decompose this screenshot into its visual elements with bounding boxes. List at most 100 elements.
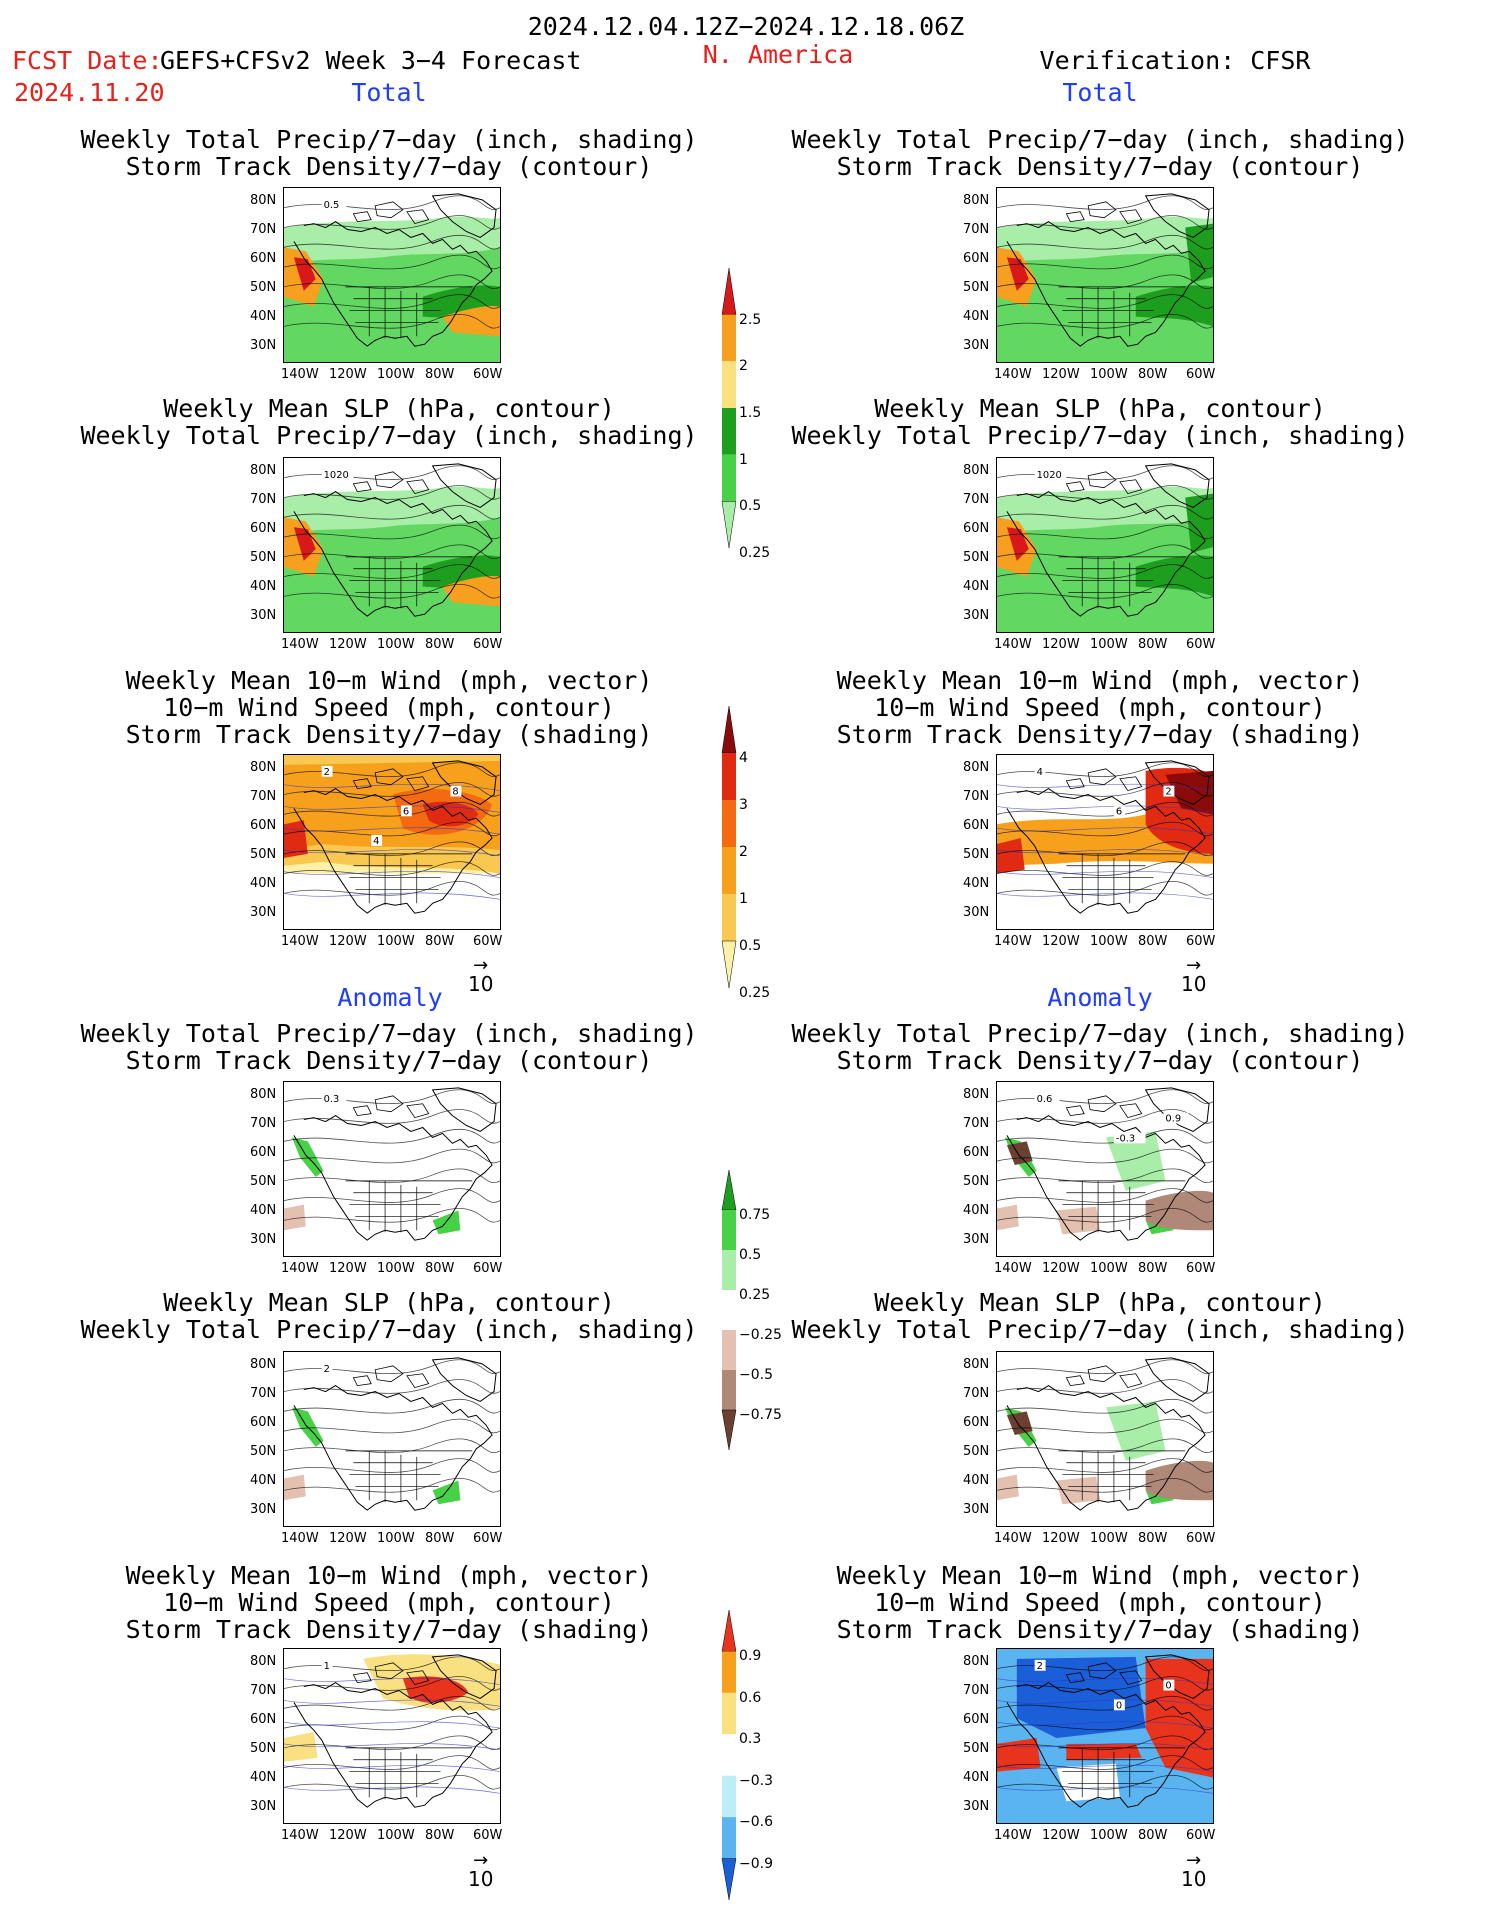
panel-title-line: Weekly Mean SLP (hPa, contour) <box>163 394 615 423</box>
lon-tick-label: 80W <box>425 1531 455 1546</box>
lon-tick-label: 120W <box>329 1261 367 1276</box>
lat-tick-label: 80N <box>963 1087 990 1102</box>
vector-reference: → 10 <box>468 957 493 997</box>
map-canvas: 1 <box>284 1649 500 1823</box>
colorbar-label: 0.5 <box>739 498 762 515</box>
colorbar-label: −0.5 <box>739 1367 773 1383</box>
lon-tick-label: 80W <box>425 934 455 949</box>
lon-tick-label: 100W <box>377 1261 415 1276</box>
lon-tick-label: 100W <box>1090 934 1128 949</box>
section-total-verification: Total <box>1062 78 1138 107</box>
panel-title: Weekly Total Precip/7−day (inch, shading… <box>80 1020 697 1074</box>
contour-label: 0.6 <box>1037 1094 1053 1105</box>
lat-tick-label: 40N <box>963 309 990 324</box>
lat-tick-label: 70N <box>963 789 990 804</box>
lon-tick-label: 60W <box>473 1261 503 1276</box>
lon-tick-label: 100W <box>1090 1261 1128 1276</box>
contour-label: 2 <box>1037 1661 1043 1672</box>
lat-tick-label: 80N <box>963 1357 990 1372</box>
lon-tick-label: 120W <box>329 367 367 382</box>
ob-total-slp-map: 1020 <box>996 457 1214 633</box>
lon-tick-label: 120W <box>1042 367 1080 382</box>
section-anomaly-verification: Anomaly <box>1047 983 1153 1012</box>
lat-tick-label: 40N <box>250 876 277 891</box>
vector-reference: → 10 <box>468 1852 493 1892</box>
contour-label-bg <box>371 835 383 846</box>
contour-label: 2 <box>1165 787 1171 798</box>
map-canvas <box>997 1352 1213 1526</box>
colorbar-label: 2 <box>739 844 748 860</box>
map-canvas: 2 6 8 4 <box>284 755 500 929</box>
lat-tick-label: 80N <box>963 463 990 478</box>
lon-tick-label: 100W <box>377 637 415 652</box>
map-canvas: 1020 <box>997 458 1213 632</box>
panel-title-line: Storm Track Density/7−day (shading) <box>836 720 1364 749</box>
lon-tick-label: 80W <box>1138 1828 1168 1843</box>
lat-tick-label: 30N <box>250 1232 277 1247</box>
contour-label: 0.5 <box>324 200 340 211</box>
lon-tick-label: 140W <box>994 1828 1032 1843</box>
contour-label: 1020 <box>1037 470 1062 481</box>
contour-label: 0.3 <box>324 1094 340 1105</box>
panel-title-line: Weekly Total Precip/7−day (inch, shading… <box>791 125 1409 154</box>
lat-tick-label: 60N <box>250 818 277 833</box>
lon-tick-label: 140W <box>281 1828 319 1843</box>
panel-title-line: Weekly Total Precip/7−day (inch, shading… <box>80 1315 698 1344</box>
contour-label-bg <box>1034 765 1046 777</box>
lon-tick-label: 100W <box>377 1828 415 1843</box>
lat-tick-label: 40N <box>963 1473 990 1488</box>
lat-tick-label: 70N <box>963 1683 990 1698</box>
vector-arrow-icon: → <box>1186 1850 1202 1871</box>
lon-tick-label: 60W <box>1186 637 1216 652</box>
panel-title-line: Weekly Mean 10−m Wind (mph, vector) <box>836 1561 1364 1590</box>
colorbar-label: −0.25 <box>739 1327 782 1343</box>
contour-label-bg <box>321 1659 333 1671</box>
vector-reference: → 10 <box>1181 957 1206 997</box>
panel-title-line: Weekly Total Precip/7−day (inch, shading… <box>80 1019 698 1048</box>
contour-label: 1020 <box>324 470 349 481</box>
panel-title-line: Weekly Mean SLP (hPa, contour) <box>163 1288 615 1317</box>
lat-tick-label: 30N <box>250 338 277 353</box>
colorbar-label: 3 <box>739 797 748 813</box>
lon-tick-label: 140W <box>281 1261 319 1276</box>
lon-tick-label: 120W <box>329 1531 367 1546</box>
colorbar-label: 2 <box>739 358 748 375</box>
lat-tick-label: 60N <box>963 521 990 536</box>
colorbar-label: −0.75 <box>739 1407 782 1423</box>
panel-title-line: 10−m Wind Speed (mph, contour) <box>874 1588 1326 1617</box>
lat-tick-label: 70N <box>250 492 277 507</box>
colorbar-label: 0.25 <box>739 985 771 1001</box>
colorbar-label: −0.9 <box>739 1855 773 1872</box>
lon-tick-label: 80W <box>1138 1261 1168 1276</box>
lat-tick-label: 40N <box>250 1203 277 1218</box>
lat-tick-label: 60N <box>250 521 277 536</box>
lat-tick-label: 40N <box>250 579 277 594</box>
lat-tick-label: 30N <box>963 338 990 353</box>
lat-tick-label: 60N <box>250 251 277 266</box>
colorbar-label: 0.9 <box>739 1648 762 1665</box>
lat-tick-label: 40N <box>963 1203 990 1218</box>
contour-label: 4 <box>1037 767 1043 778</box>
lat-tick-label: 70N <box>250 1116 277 1131</box>
date-range: 2024.12.04.12Z−2024.12.18.06Z <box>527 12 965 41</box>
map-canvas: 2 <box>284 1352 500 1526</box>
colorbar-scale <box>721 705 737 989</box>
lon-tick-label: 60W <box>1186 1261 1216 1276</box>
panel-title-line: Storm Track Density/7−day (shading) <box>125 720 653 749</box>
panel-title: Weekly Mean SLP (hPa, contour) Weekly Tot… <box>80 1289 697 1343</box>
panel-title: Weekly Mean 10−m Wind (mph, vector) 10−m … <box>126 667 653 748</box>
lon-tick-label: 100W <box>1090 1531 1128 1546</box>
lat-tick-label: 80N <box>250 760 277 775</box>
colorbar-scale <box>721 1609 737 1901</box>
contour-label: 4 <box>373 836 379 847</box>
contour-label: -0.3 <box>1116 1133 1135 1144</box>
panel-title-line: Weekly Mean 10−m Wind (mph, vector) <box>125 666 653 695</box>
lon-tick-label: 80W <box>1138 1531 1168 1546</box>
lat-tick-label: 50N <box>250 1174 277 1189</box>
contour-label-bg <box>1163 1112 1189 1124</box>
lat-tick-label: 40N <box>250 309 277 324</box>
lat-tick-label: 80N <box>250 193 277 208</box>
panel-title: Weekly Mean SLP (hPa, contour) Weekly Tot… <box>80 395 697 449</box>
fcst-model: GEFS+CFSv2 Week 3−4 Forecast <box>160 46 582 75</box>
lon-tick-label: 140W <box>281 637 319 652</box>
